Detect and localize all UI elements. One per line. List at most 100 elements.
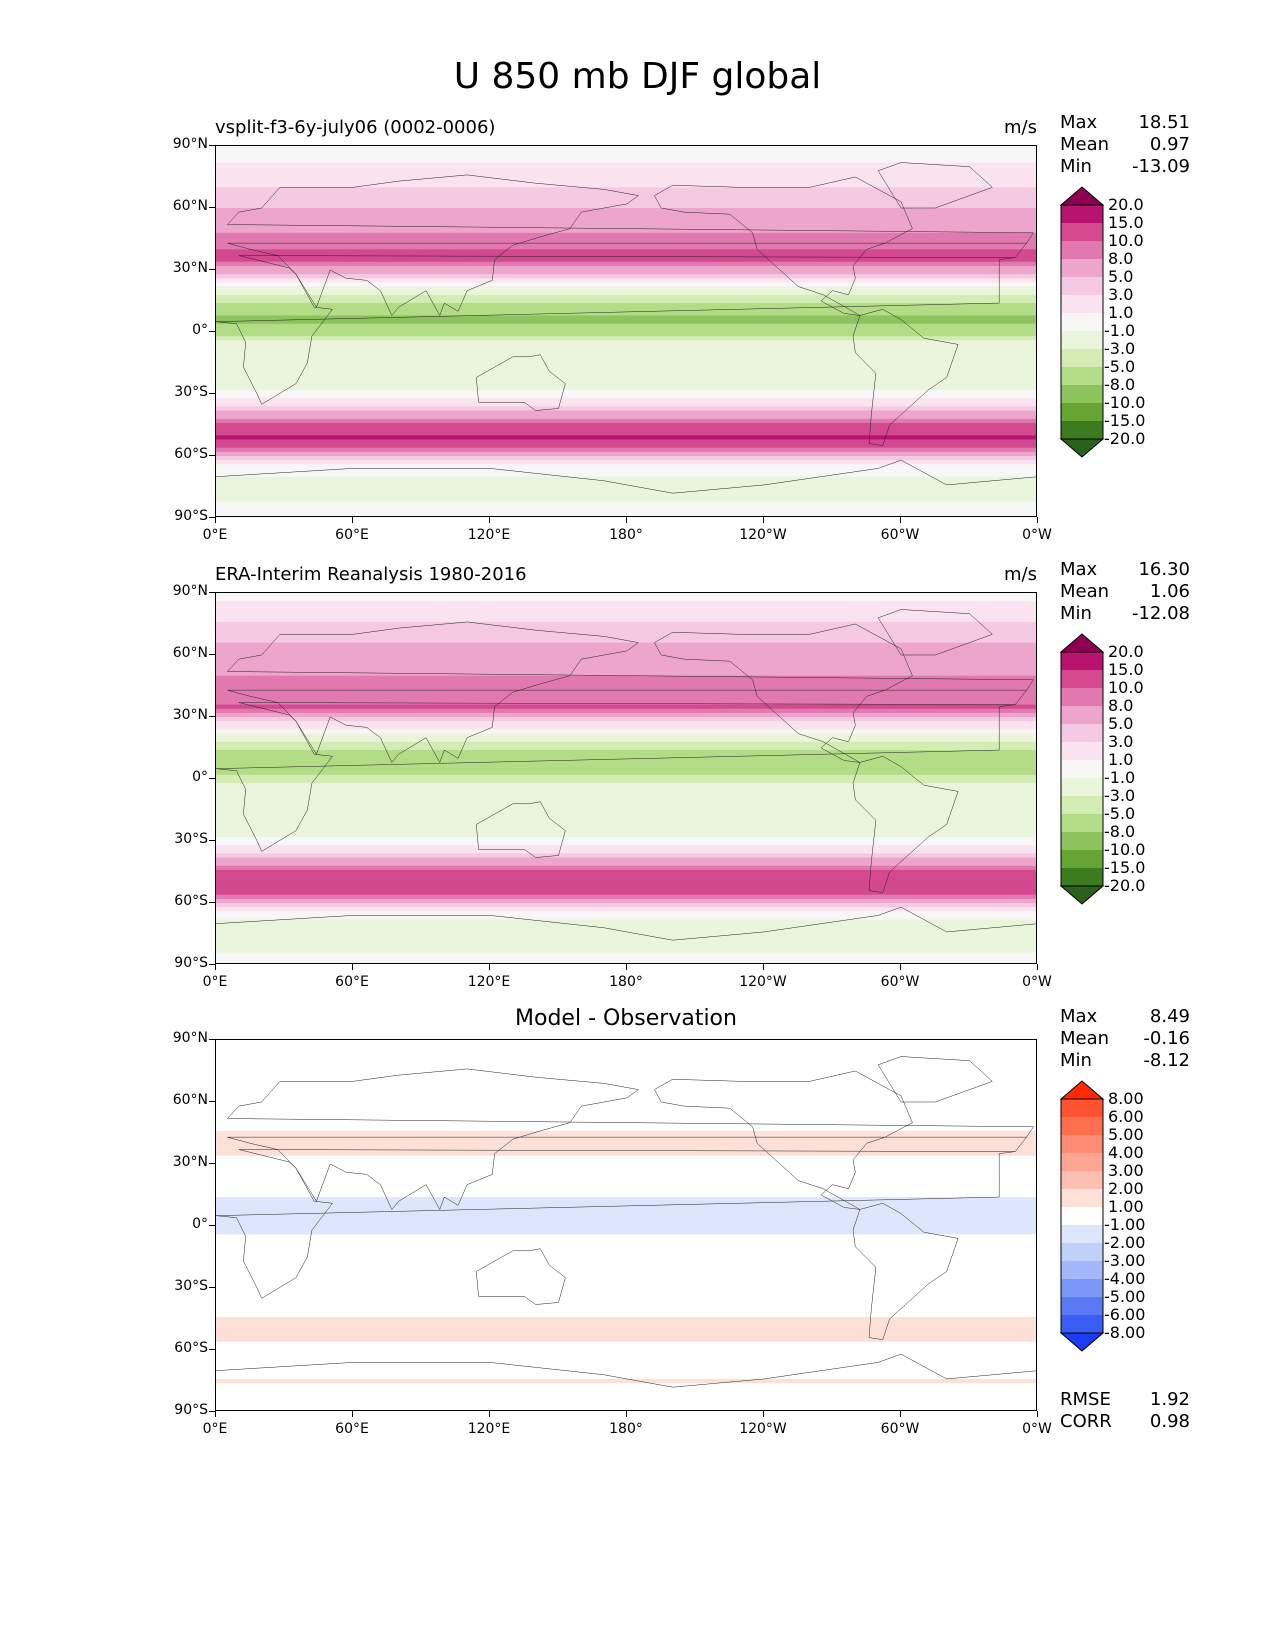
colorbar-segment bbox=[1061, 1315, 1103, 1333]
field-band bbox=[216, 1159, 1036, 1165]
xtick-mark bbox=[489, 517, 490, 523]
ytick-mark bbox=[209, 455, 215, 456]
colorbar-label: -20.0 bbox=[1104, 429, 1146, 448]
field-band bbox=[216, 154, 1036, 159]
field-band bbox=[216, 812, 1036, 817]
field-band bbox=[216, 659, 1036, 664]
xtick-label: 60°W bbox=[880, 974, 920, 990]
stat-row: Max 18.51 bbox=[1060, 112, 1190, 134]
field-band bbox=[216, 1040, 1036, 1045]
coastline bbox=[216, 256, 1015, 405]
colorbar-label: 5.00 bbox=[1108, 1125, 1144, 1144]
field-band bbox=[216, 394, 1036, 399]
field-band bbox=[216, 220, 1036, 225]
field-band bbox=[216, 630, 1036, 635]
xtick-label: 60°E bbox=[335, 1421, 369, 1437]
map-reference bbox=[215, 592, 1037, 964]
colorbar-label: 3.00 bbox=[1108, 1161, 1144, 1180]
ytick-mark bbox=[209, 716, 215, 717]
field-band bbox=[216, 166, 1036, 172]
field-band bbox=[216, 265, 1036, 271]
coastline bbox=[227, 175, 1033, 316]
field-band bbox=[216, 460, 1036, 465]
colorbar-segment bbox=[1061, 670, 1103, 688]
field-band bbox=[216, 1172, 1036, 1177]
field-band bbox=[216, 323, 1036, 329]
field-band bbox=[216, 832, 1036, 838]
field-band bbox=[216, 1164, 1036, 1169]
field-band bbox=[216, 480, 1036, 486]
field-band bbox=[216, 1143, 1036, 1148]
colorbar-label: -10.0 bbox=[1104, 840, 1146, 859]
field-band bbox=[216, 199, 1036, 205]
xtick-label: 120°E bbox=[467, 527, 511, 543]
field-band bbox=[216, 675, 1036, 681]
field-band bbox=[216, 464, 1036, 469]
field-band bbox=[216, 745, 1036, 751]
colorbar-label: 15.0 bbox=[1108, 660, 1144, 679]
field-band bbox=[216, 447, 1036, 453]
field-band bbox=[216, 1126, 1036, 1132]
field-band bbox=[216, 435, 1036, 440]
colorbar-label: 5.0 bbox=[1108, 267, 1134, 286]
field-band bbox=[216, 174, 1036, 180]
map-plot bbox=[216, 146, 1036, 516]
field-band bbox=[216, 601, 1036, 606]
field-band bbox=[216, 704, 1036, 710]
colorbar-frame bbox=[1060, 651, 1104, 887]
ytick-label: 30°N bbox=[172, 260, 208, 276]
field-band bbox=[216, 1106, 1036, 1111]
colorbar-segment bbox=[1061, 421, 1103, 439]
field-band bbox=[216, 758, 1036, 763]
colorbar-label: -1.0 bbox=[1104, 768, 1136, 787]
colorbar-label: -5.0 bbox=[1104, 357, 1136, 376]
field-band bbox=[216, 1048, 1036, 1053]
ytick-label: 90°S bbox=[174, 508, 208, 524]
field-band bbox=[216, 1205, 1036, 1210]
stats-box: Max 16.30 Mean 1.06 Min -12.08 bbox=[1060, 559, 1190, 625]
units-label: m/s bbox=[1004, 564, 1037, 585]
colorbar-label: 1.0 bbox=[1108, 303, 1134, 322]
field-band bbox=[216, 476, 1036, 482]
field-band bbox=[216, 886, 1036, 892]
field-band bbox=[216, 667, 1036, 672]
field-band bbox=[216, 857, 1036, 863]
field-band bbox=[216, 1184, 1036, 1190]
stat-label: Min bbox=[1060, 156, 1092, 177]
field-band bbox=[216, 721, 1036, 726]
colorbar-extend-bottom bbox=[1059, 438, 1105, 458]
field-band bbox=[216, 472, 1036, 478]
field-band bbox=[216, 621, 1036, 627]
field-band bbox=[216, 1114, 1036, 1119]
field-band bbox=[216, 1275, 1036, 1281]
xtick-label: 180° bbox=[609, 974, 643, 990]
field-band bbox=[216, 1130, 1036, 1136]
xtick-mark bbox=[352, 1411, 353, 1417]
metric-label: CORR bbox=[1060, 1411, 1112, 1432]
map-test bbox=[215, 145, 1037, 517]
field-band bbox=[216, 398, 1036, 403]
field-band bbox=[216, 1068, 1036, 1074]
xtick-label: 180° bbox=[609, 1421, 643, 1437]
colorbar-segment bbox=[1061, 706, 1103, 724]
field-band bbox=[216, 1267, 1036, 1272]
colorbar-label: 3.0 bbox=[1108, 285, 1134, 304]
ytick-label: 30°S bbox=[174, 831, 208, 847]
colorbar-label: 5.0 bbox=[1108, 714, 1134, 733]
field-band bbox=[216, 1209, 1036, 1215]
coastline bbox=[476, 1249, 565, 1305]
xtick-mark bbox=[352, 517, 353, 523]
field-band bbox=[216, 513, 1036, 516]
xtick-label: 120°W bbox=[739, 974, 787, 990]
field-band bbox=[216, 1354, 1036, 1359]
field-band bbox=[216, 179, 1036, 184]
field-band bbox=[216, 489, 1036, 494]
ytick-mark bbox=[209, 145, 215, 146]
field-band bbox=[216, 646, 1036, 652]
ytick-mark bbox=[209, 592, 215, 593]
field-band bbox=[216, 828, 1036, 834]
stat-value: -0.16 bbox=[1143, 1028, 1190, 1049]
field-band bbox=[216, 1064, 1036, 1070]
xtick-label: 180° bbox=[609, 527, 643, 543]
stat-label: Mean bbox=[1060, 581, 1110, 602]
